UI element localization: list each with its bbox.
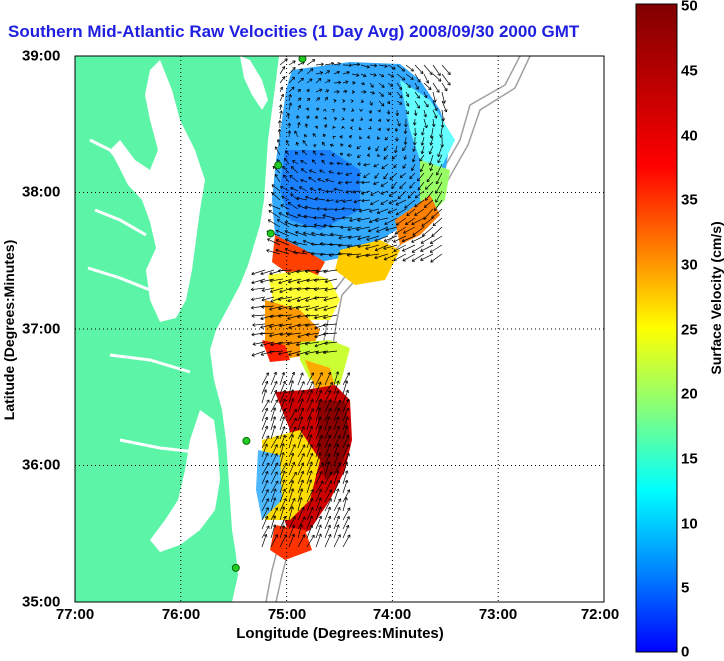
colorbar-tick: 25	[681, 322, 698, 339]
map-title: Southern Mid-Atlantic Raw Velocities (1 …	[8, 22, 579, 42]
colorbar-tick: 0	[681, 644, 689, 661]
colorbar-tick: 20	[681, 386, 698, 403]
y-tick-label: 35:00	[22, 594, 60, 611]
x-tick-label: 75:00	[268, 606, 306, 623]
colorbar-tick: 40	[681, 128, 698, 145]
station-marker	[267, 230, 274, 237]
x-axis-label: Longitude (Degrees:Minutes)	[236, 625, 444, 642]
colorbar-tick: 45	[681, 63, 698, 80]
colorbar-tick: 15	[681, 451, 698, 468]
colorbar-label: Surface Velocity (cm/s)	[708, 221, 724, 374]
y-tick-label: 38:00	[22, 184, 60, 201]
x-tick-label: 72:00	[581, 606, 619, 623]
colorbar-tick: 35	[681, 192, 698, 209]
station-marker	[275, 162, 282, 169]
colorbar-tick: 5	[681, 580, 689, 597]
x-tick-label: 76:00	[162, 606, 200, 623]
y-tick-label: 37:00	[22, 321, 60, 338]
colorbar-tick: 30	[681, 257, 698, 274]
y-tick-label: 39:00	[22, 48, 60, 65]
colorbar	[636, 4, 677, 652]
x-tick-label: 73:00	[479, 606, 517, 623]
x-tick-label: 74:00	[373, 606, 411, 623]
x-tick-label: 77:00	[56, 606, 94, 623]
station-marker	[232, 564, 239, 571]
station-marker	[243, 437, 250, 444]
colorbar-tick: 10	[681, 516, 698, 533]
colorbar-tick: 50	[681, 0, 698, 15]
y-tick-label: 36:00	[22, 457, 60, 474]
y-axis-label: Latitude (Degrees:Minutes)	[1, 240, 17, 420]
